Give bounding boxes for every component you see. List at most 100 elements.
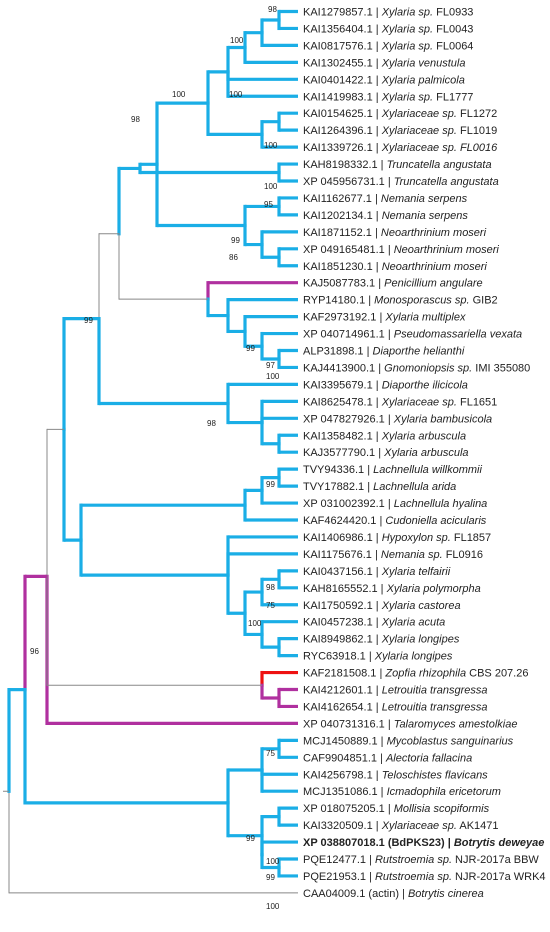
leaf-label: CAF9904851.1 | Alectoria fallacina <box>303 752 472 764</box>
leaf-label: KAI8949862.1 | Xylaria longipes <box>303 634 460 646</box>
leaf-strain: AK1471 <box>457 820 499 832</box>
leaf-species: Teloschistes flavicans <box>382 769 488 781</box>
leaf-species: Gnomoniopsis sp. <box>384 362 472 374</box>
leaf-label: KAI8625478.1 | Xylariaceae sp. FL1651 <box>303 396 497 408</box>
leaf-label: RYP14180.1 | Monosporascus sp. GIB2 <box>303 295 498 307</box>
leaf-label: KAH8165552.1 | Xylaria polymorpha <box>303 583 481 595</box>
leaf-label: KAI3320509.1 | Xylariaceae sp. AK1471 <box>303 820 499 832</box>
leaf-label: ALP31898.1 | Diaporthe helianthi <box>303 346 465 358</box>
leaf-accession: KAI1279857.1 | <box>303 7 382 19</box>
leaf-species: Botrytis deweyae <box>454 837 544 849</box>
bootstrap-value: 100 <box>264 141 278 150</box>
leaf-species: Xylaria telfairii <box>381 566 451 578</box>
leaf-species: Truncatella angustata <box>387 159 492 171</box>
leaf-accession: RYP14180.1 | <box>303 295 374 307</box>
leaf-accession: KAI1358482.1 | <box>303 430 382 442</box>
leaf-strain: NJR-2017a BBW <box>452 854 539 866</box>
leaf-accession: TVY94336.1 | <box>303 464 373 476</box>
leaf-species: Nemania serpens <box>382 210 469 222</box>
leaf-label: KAI1279857.1 | Xylaria sp. FL0933 <box>303 7 473 19</box>
leaf-species: Xylaria arbuscula <box>381 430 466 442</box>
leaf-species: Lachnellula willkommii <box>373 464 482 476</box>
leaf-strain: GIB2 <box>470 295 498 307</box>
leaf-accession: MCJ1351086.1 | <box>303 786 387 798</box>
leaf-species: Neoarthrinium moseri <box>394 244 500 256</box>
leaf-accession: KAF2181508.1 | <box>303 668 385 680</box>
leaf-label: KAJ5087783.1 | Penicillium angulare <box>303 278 483 290</box>
leaf-label: XP 040714961.1 | Pseudomassariella vexat… <box>303 329 522 341</box>
leaf-accession: PQE12477.1 | <box>303 854 375 866</box>
bootstrap-value: 100 <box>266 857 280 866</box>
bootstrap-value: 97 <box>266 361 275 370</box>
leaf-species: Xylariaceae sp. FL0016 <box>381 142 498 154</box>
leaf-label: KAI1419983.1 | Xylaria sp. FL1777 <box>303 91 473 103</box>
leaf-species: Xylaria multiplex <box>384 312 466 324</box>
leaf-accession: TVY17882.1 | <box>303 481 373 493</box>
leaf-species: Xylariaceae sp. <box>381 108 457 120</box>
leaf-strain: FL1651 <box>457 396 497 408</box>
leaf-label: KAI1202134.1 | Nemania serpens <box>303 210 468 222</box>
leaf-accession: KAI1264396.1 | <box>303 125 382 137</box>
leaf-species: Rutstroemia sp. <box>375 854 452 866</box>
leaf-accession: KAI4162654.1 | <box>303 701 382 713</box>
leaf-label: KAI1358482.1 | Xylaria arbuscula <box>303 430 466 442</box>
leaf-label: MCJ1351086.1 | Icmadophila ericetorum <box>303 786 501 798</box>
leaf-species: Talaromyces amestolkiae <box>394 718 518 730</box>
bootstrap-value: 96 <box>30 647 39 656</box>
leaf-label: XP 040731316.1 | Talaromyces amestolkiae <box>303 718 517 730</box>
leaf-accession: KAI8949862.1 | <box>303 634 382 646</box>
leaf-strain: FL1272 <box>457 108 497 120</box>
leaf-species: Xylaria palmicola <box>381 74 465 86</box>
leaf-species: Xylaria sp. <box>381 7 433 19</box>
leaf-strain: FL1857 <box>451 532 491 544</box>
leaf-accession: KAI8625478.1 | <box>303 396 382 408</box>
leaf-accession: KAI1871152.1 | <box>303 227 381 239</box>
leaf-species: Mollisia scopiformis <box>394 803 490 815</box>
bootstrap-value: 99 <box>246 344 255 353</box>
leaf-species: Xylariaceae sp. <box>381 820 457 832</box>
leaf-label: XP 049165481.1 | Neoarthrinium moseri <box>303 244 499 256</box>
leaf-accession: KAI1851230.1 | <box>303 261 382 273</box>
leaf-species: Cudoniella acicularis <box>385 515 486 527</box>
leaf-accession: KAI1202134.1 | <box>303 210 382 222</box>
bootstrap-value: 98 <box>207 419 216 428</box>
leaf-accession: KAI0817576.1 | <box>303 40 382 52</box>
leaf-strain: FL1019 <box>457 125 497 137</box>
leaf-label: KAI1339726.1 | Xylariaceae sp. FL0016 <box>303 142 498 154</box>
leaf-species: Diaporthe ilicicola <box>382 379 468 391</box>
bootstrap-value: 100 <box>266 372 280 381</box>
bootstrap-value: 100 <box>248 619 262 628</box>
leaf-strain: FL1777 <box>433 91 473 103</box>
leaf-accession: XP 049165481.1 | <box>303 244 394 256</box>
leaf-label: TVY94336.1 | Lachnellula willkommii <box>303 464 482 476</box>
leaf-strain: NJR-2017a WRK4 <box>452 871 546 883</box>
leaf-strain: CBS 207.26 <box>466 668 528 680</box>
bootstrap-value: 98 <box>268 5 277 14</box>
leaf-label: RYC63918.1 | Xylaria longipes <box>303 651 453 663</box>
bootstrap-value: 75 <box>266 601 275 610</box>
leaf-accession: KAI0437156.1 | <box>303 566 382 578</box>
bootstrap-value: 99 <box>231 236 240 245</box>
leaf-species: Penicillium angulare <box>384 278 482 290</box>
leaf-species: Neoarthrinium moseri <box>382 261 488 273</box>
bootstrap-value: 99 <box>266 873 275 882</box>
leaf-accession: MCJ1450889.1 | <box>303 735 387 747</box>
leaf-species: Xylaria bambusicola <box>393 413 492 425</box>
leaf-label: KAI1302455.1 | Xylaria venustula <box>303 57 465 69</box>
leaf-label: KAI4162654.1 | Letrouitia transgressa <box>303 701 487 713</box>
leaf-accession: KAF2973192.1 | <box>303 312 385 324</box>
leaf-species: Xylariaceae sp. <box>381 125 457 137</box>
leaf-accession: PQE21953.1 | <box>303 871 375 883</box>
leaf-accession: KAI1302455.1 | <box>303 57 382 69</box>
leaf-label: KAF4624420.1 | Cudoniella acicularis <box>303 515 487 527</box>
leaf-species: Xylaria longipes <box>381 634 460 646</box>
leaf-strain: IMI 355080 <box>472 362 530 374</box>
leaf-species: Alectoria fallacina <box>385 752 472 764</box>
bootstrap-value: 100 <box>266 902 280 911</box>
leaf-label: KAI4212601.1 | Letrouitia transgressa <box>303 685 487 697</box>
leaf-label: KAI0817576.1 | Xylaria sp. FL0064 <box>303 40 473 52</box>
leaf-species: Xylaria sp. <box>381 40 433 52</box>
leaf-accession: KAH8198332.1 | <box>303 159 387 171</box>
leaf-species: Lachnellula hyalina <box>394 498 488 510</box>
